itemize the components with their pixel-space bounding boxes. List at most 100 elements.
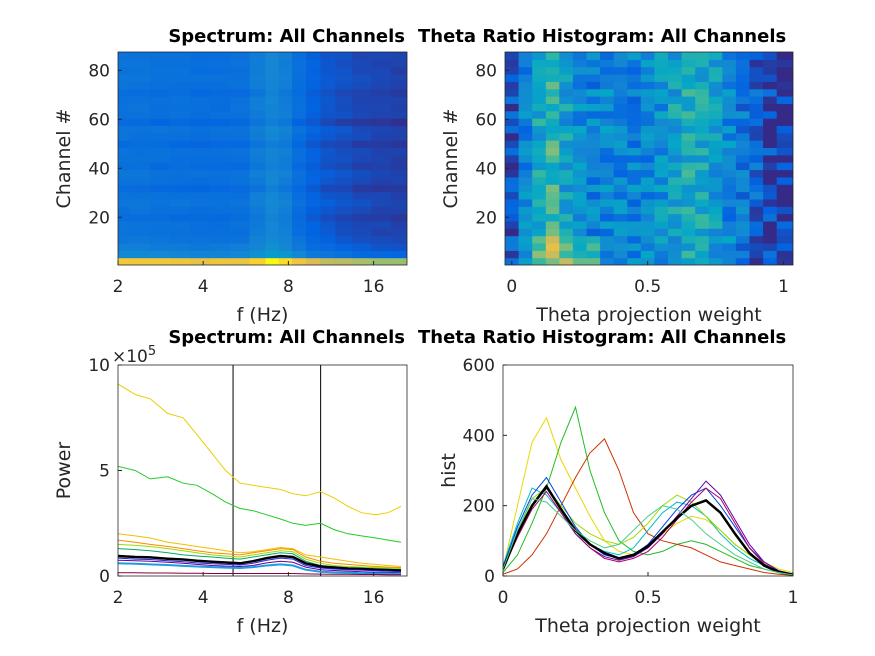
heatmap-cell xyxy=(763,169,778,178)
heatmap-cell xyxy=(640,228,655,237)
x-tick-label: 0.5 xyxy=(634,588,661,608)
heatmap-cell xyxy=(708,191,723,200)
subplot-1: 2 4 8 16 20 40 60 80 f (Hz) Channel # Spectrum: Al… xyxy=(53,26,408,326)
heatmap-cell xyxy=(391,110,407,119)
heatmap-cell xyxy=(391,147,407,156)
heatmap-cell xyxy=(572,147,588,156)
heatmap-cell xyxy=(613,176,628,185)
heatmap-cell xyxy=(292,257,307,265)
heatmap-cell xyxy=(545,228,560,237)
heatmap-cell xyxy=(292,125,307,134)
heatmap-cell xyxy=(335,198,353,207)
heatmap-cell xyxy=(391,257,407,265)
heatmap-cell xyxy=(210,162,231,171)
heatmap-cell xyxy=(129,228,151,237)
heatmap-cell xyxy=(118,103,130,112)
heatmap-cell xyxy=(749,235,764,244)
heatmap-cell xyxy=(532,66,547,75)
heatmap-cell xyxy=(169,228,191,237)
heatmap-cell xyxy=(695,257,710,265)
heatmap-cell xyxy=(278,74,293,82)
heatmap-cell xyxy=(545,103,560,112)
heatmap-cell xyxy=(149,147,171,156)
heatmap-cell xyxy=(518,162,533,171)
heatmap-cell xyxy=(763,103,778,112)
x-tick-label: 8 xyxy=(283,588,294,608)
heatmap-cell xyxy=(613,243,628,251)
heatmap-cell xyxy=(278,176,293,185)
heatmap-cell xyxy=(352,176,372,185)
heatmap-cell xyxy=(169,118,191,126)
heatmap-cell xyxy=(668,228,683,237)
heatmap-cell xyxy=(708,257,723,265)
heatmap-cell xyxy=(149,162,171,171)
heatmap-cell xyxy=(335,140,353,148)
heatmap-cell xyxy=(306,81,321,90)
heatmap-cell xyxy=(681,118,696,126)
heatmap-cell xyxy=(292,213,307,222)
heatmap-cell xyxy=(505,206,520,215)
heatmap-cell xyxy=(149,52,171,60)
heatmap-cell xyxy=(320,81,336,90)
heatmap-cell xyxy=(306,140,321,148)
series-line-h9 xyxy=(503,498,793,576)
heatmap-cell xyxy=(600,257,615,265)
heatmap-cell xyxy=(118,228,130,237)
heatmap-cell xyxy=(518,66,533,75)
plot-title: Theta Ratio Histogram: All Channels xyxy=(418,327,786,348)
heatmap-cell xyxy=(600,96,615,104)
heatmap-cell xyxy=(722,250,737,259)
heatmap-cell xyxy=(627,191,642,200)
heatmap-cell xyxy=(518,59,533,68)
heatmap-cell xyxy=(640,88,655,97)
heatmap-cell xyxy=(749,96,764,104)
heatmap-cell xyxy=(118,220,130,229)
heatmap-cell xyxy=(640,162,655,171)
heatmap-cell xyxy=(505,132,520,141)
heatmap-cell xyxy=(586,154,601,163)
heatmap-cell xyxy=(391,191,407,200)
heatmap-cell xyxy=(722,132,737,141)
heatmap-cell xyxy=(118,250,130,259)
heatmap-cell xyxy=(371,59,392,68)
heatmap-cell xyxy=(668,132,683,141)
heatmap-cell xyxy=(391,132,407,141)
heatmap-cell xyxy=(249,59,267,68)
heatmap-cell xyxy=(695,52,710,60)
heatmap-cell xyxy=(708,176,723,185)
heatmap-cell xyxy=(278,66,293,75)
heatmap-cell xyxy=(749,59,764,68)
heatmap-cell xyxy=(681,52,696,60)
heatmap-cell xyxy=(532,74,547,82)
heatmap-cell xyxy=(776,191,793,200)
heatmap-cell xyxy=(292,96,307,104)
heatmap-cell xyxy=(391,228,407,237)
heatmap-cell xyxy=(149,81,171,90)
heatmap-cell xyxy=(654,191,669,200)
heatmap-cell xyxy=(306,184,321,193)
heatmap-cell xyxy=(681,59,696,68)
heatmap-cell xyxy=(149,118,171,126)
heatmap-cell xyxy=(118,191,130,200)
heatmap-cell xyxy=(118,81,130,90)
heatmap-cell xyxy=(518,110,533,119)
heatmap-cell xyxy=(695,250,710,259)
heatmap-cell xyxy=(600,206,615,215)
heatmap-cell xyxy=(230,96,251,104)
heatmap-cell xyxy=(545,125,560,134)
heatmap-cell xyxy=(292,169,307,178)
heatmap-cell xyxy=(613,191,628,200)
heatmap-cell xyxy=(749,176,764,185)
heatmap-cell xyxy=(600,162,615,171)
heatmap-cell xyxy=(169,103,191,112)
heatmap-cell xyxy=(169,74,191,82)
heatmap-cell xyxy=(559,132,574,141)
heatmap-cell xyxy=(722,96,737,104)
heatmap-cell xyxy=(559,176,574,185)
heatmap-cell xyxy=(129,81,151,90)
heatmap-cell xyxy=(695,110,710,119)
heatmap-cell xyxy=(776,66,793,75)
subplot-4: 0 0.5 1 0 200 400 600 Theta projection weight hi… xyxy=(418,327,798,637)
heatmap-cell xyxy=(613,103,628,112)
